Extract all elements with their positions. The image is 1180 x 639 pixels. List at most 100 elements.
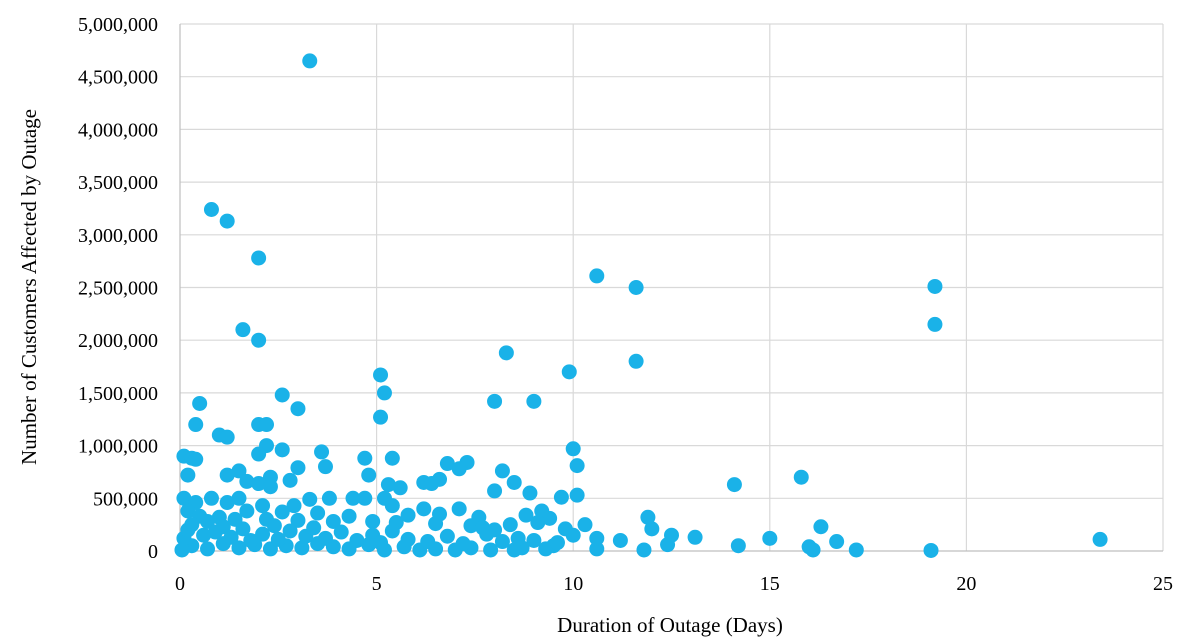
data-point	[333, 524, 349, 540]
data-point	[361, 467, 377, 483]
data-point	[542, 510, 558, 526]
y-tick-label: 1,500,000	[78, 383, 158, 405]
data-point	[200, 541, 216, 557]
data-point	[636, 542, 652, 558]
data-point	[310, 505, 326, 521]
data-point	[424, 476, 440, 492]
data-point	[231, 540, 247, 556]
data-point	[561, 364, 577, 380]
y-tick-label: 500,000	[93, 488, 158, 510]
data-point	[848, 542, 864, 558]
data-point	[730, 538, 746, 554]
data-point	[176, 490, 192, 506]
data-point	[235, 521, 251, 537]
data-point	[502, 517, 518, 533]
data-point	[302, 491, 318, 507]
data-point	[927, 316, 943, 332]
x-tick-label: 0	[175, 573, 185, 595]
data-point	[286, 498, 302, 514]
data-point	[510, 530, 526, 546]
data-point	[612, 532, 628, 548]
data-point	[290, 512, 306, 528]
data-point	[793, 469, 809, 485]
data-point	[628, 353, 644, 369]
data-point	[341, 508, 357, 524]
x-tick-label: 5	[372, 573, 382, 595]
data-point	[829, 534, 845, 550]
data-point	[302, 53, 318, 69]
data-point	[376, 385, 392, 401]
data-point	[923, 542, 939, 558]
y-tick-label: 5,000,000	[78, 14, 158, 36]
x-tick-label: 25	[1153, 573, 1173, 595]
data-point	[455, 536, 471, 552]
data-point	[255, 526, 271, 542]
data-point	[400, 507, 416, 523]
data-point	[463, 518, 479, 534]
data-point	[589, 268, 605, 284]
data-point	[282, 472, 298, 488]
data-point	[420, 534, 436, 550]
data-point	[762, 530, 778, 546]
data-point	[200, 513, 216, 529]
data-point	[235, 322, 251, 338]
data-point	[522, 485, 538, 501]
data-point	[726, 477, 742, 493]
data-point	[243, 532, 259, 548]
data-point	[266, 518, 282, 534]
data-point	[255, 498, 271, 514]
data-point	[174, 542, 190, 558]
data-point	[239, 503, 255, 519]
data-point	[192, 395, 208, 411]
data-point	[451, 501, 467, 517]
data-point	[479, 526, 495, 542]
data-point	[219, 429, 235, 445]
data-point	[251, 250, 267, 266]
data-point	[392, 480, 408, 496]
data-point	[805, 542, 821, 558]
y-axis-title: Number of Customers Affected by Outage	[17, 109, 41, 465]
data-point	[251, 446, 267, 462]
y-tick-labels: 0 500,000 1,000,000 1,500,000 2,000,000 2,500…	[78, 14, 158, 563]
data-point	[357, 450, 373, 466]
data-point	[239, 473, 255, 489]
data-point	[428, 516, 444, 532]
data-point	[321, 490, 337, 506]
data-point	[317, 530, 333, 546]
data-point	[589, 541, 605, 557]
data-point	[188, 451, 204, 467]
data-point	[203, 490, 219, 506]
x-tick-label: 10	[563, 573, 583, 595]
data-point	[483, 542, 499, 558]
data-point	[569, 458, 585, 474]
data-point	[506, 542, 522, 558]
data-point	[439, 528, 455, 544]
data-point	[628, 280, 644, 295]
data-point	[416, 501, 432, 517]
data-point	[565, 527, 581, 543]
data-point	[384, 523, 400, 539]
data-point	[282, 523, 298, 539]
data-point	[231, 463, 247, 479]
data-point	[251, 332, 267, 348]
x-axis-title: Duration of Outage (Days)	[557, 613, 783, 637]
data-point	[380, 477, 396, 493]
data-point	[365, 513, 381, 529]
data-point	[813, 519, 829, 535]
y-tick-label: 2,000,000	[78, 330, 158, 352]
data-point	[203, 202, 219, 218]
data-point	[219, 467, 235, 483]
data-point	[494, 463, 510, 479]
gridlines	[180, 23, 1164, 551]
data-point	[180, 503, 196, 519]
data-point	[644, 521, 660, 537]
data-point	[290, 401, 306, 417]
data-point	[384, 450, 400, 466]
data-point	[270, 531, 286, 547]
y-tick-label: 0	[148, 541, 158, 563]
data-point	[306, 520, 322, 536]
data-point	[294, 540, 310, 556]
data-point	[927, 278, 943, 294]
data-point	[259, 417, 275, 433]
